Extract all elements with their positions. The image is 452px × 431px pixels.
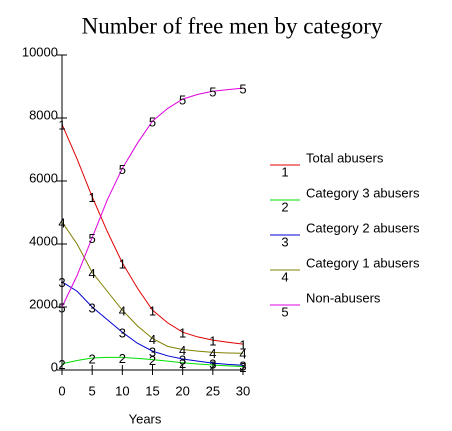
point-marker: 1	[149, 304, 156, 319]
point-marker: 3	[239, 359, 246, 374]
legend-marker: 5	[281, 304, 288, 319]
point-marker: 1	[119, 256, 126, 271]
point-marker: 4	[239, 347, 246, 362]
legend-label: Category 1 abusers	[306, 255, 420, 270]
y-tick-label: 0	[51, 359, 58, 374]
point-marker: 4	[179, 343, 186, 358]
legend-label: Category 2 abusers	[306, 220, 420, 235]
point-marker: 2	[239, 360, 246, 375]
legend-marker: 1	[281, 164, 288, 179]
legend-label: Non-abusers	[306, 290, 381, 305]
x-tick-label: 5	[89, 383, 96, 398]
point-marker: 5	[239, 82, 246, 97]
x-tick-label: 15	[145, 383, 159, 398]
x-tick-label: 30	[236, 383, 250, 398]
series-line	[61, 124, 244, 345]
point-marker: 3	[89, 300, 96, 315]
point-marker: 1	[179, 326, 186, 341]
point-marker: 5	[119, 162, 126, 177]
x-axis-label: Years	[129, 411, 162, 426]
point-marker: 4	[119, 304, 126, 319]
point-marker: 4	[209, 346, 216, 361]
legend-marker: 2	[281, 199, 288, 214]
y-tick-label: 10000	[22, 44, 58, 59]
series-line	[61, 356, 244, 368]
point-marker: 3	[58, 275, 65, 290]
point-marker: 1	[89, 190, 96, 205]
series-line	[61, 281, 244, 366]
point-marker: 1	[239, 338, 246, 353]
point-marker: 1	[58, 118, 65, 133]
point-marker: 1	[209, 334, 216, 349]
point-marker: 4	[89, 266, 96, 281]
y-tick-label: 6000	[29, 170, 58, 185]
series-line	[61, 87, 244, 308]
point-marker: 2	[149, 353, 156, 368]
legend-marker: 4	[281, 269, 288, 284]
point-marker: 5	[58, 300, 65, 315]
point-marker: 2	[89, 351, 96, 366]
y-tick-label: 8000	[29, 107, 58, 122]
point-marker: 2	[209, 358, 216, 373]
point-marker: 4	[58, 215, 65, 230]
point-marker: 2	[58, 357, 65, 372]
point-marker: 2	[179, 356, 186, 371]
point-marker: 3	[179, 352, 186, 367]
x-tick-label: 25	[206, 383, 220, 398]
point-marker: 4	[149, 332, 156, 347]
x-tick-label: 20	[175, 383, 189, 398]
x-tick-label: 10	[115, 383, 129, 398]
point-marker: 5	[209, 85, 216, 100]
point-marker: 5	[149, 115, 156, 130]
legend-label: Category 3 abusers	[306, 185, 420, 200]
point-marker: 2	[119, 351, 126, 366]
point-marker: 5	[179, 93, 186, 108]
y-tick-label: 4000	[29, 233, 58, 248]
point-marker: 5	[89, 231, 96, 246]
series-line	[61, 221, 244, 354]
y-tick-label: 2000	[29, 296, 58, 311]
legend-marker: 3	[281, 234, 288, 249]
chart-title: Number of free men by category	[82, 13, 383, 38]
point-marker: 3	[209, 357, 216, 372]
x-tick-label: 0	[58, 383, 65, 398]
point-marker: 3	[149, 345, 156, 360]
legend-label: Total abusers	[306, 150, 384, 165]
point-marker: 3	[119, 326, 126, 341]
